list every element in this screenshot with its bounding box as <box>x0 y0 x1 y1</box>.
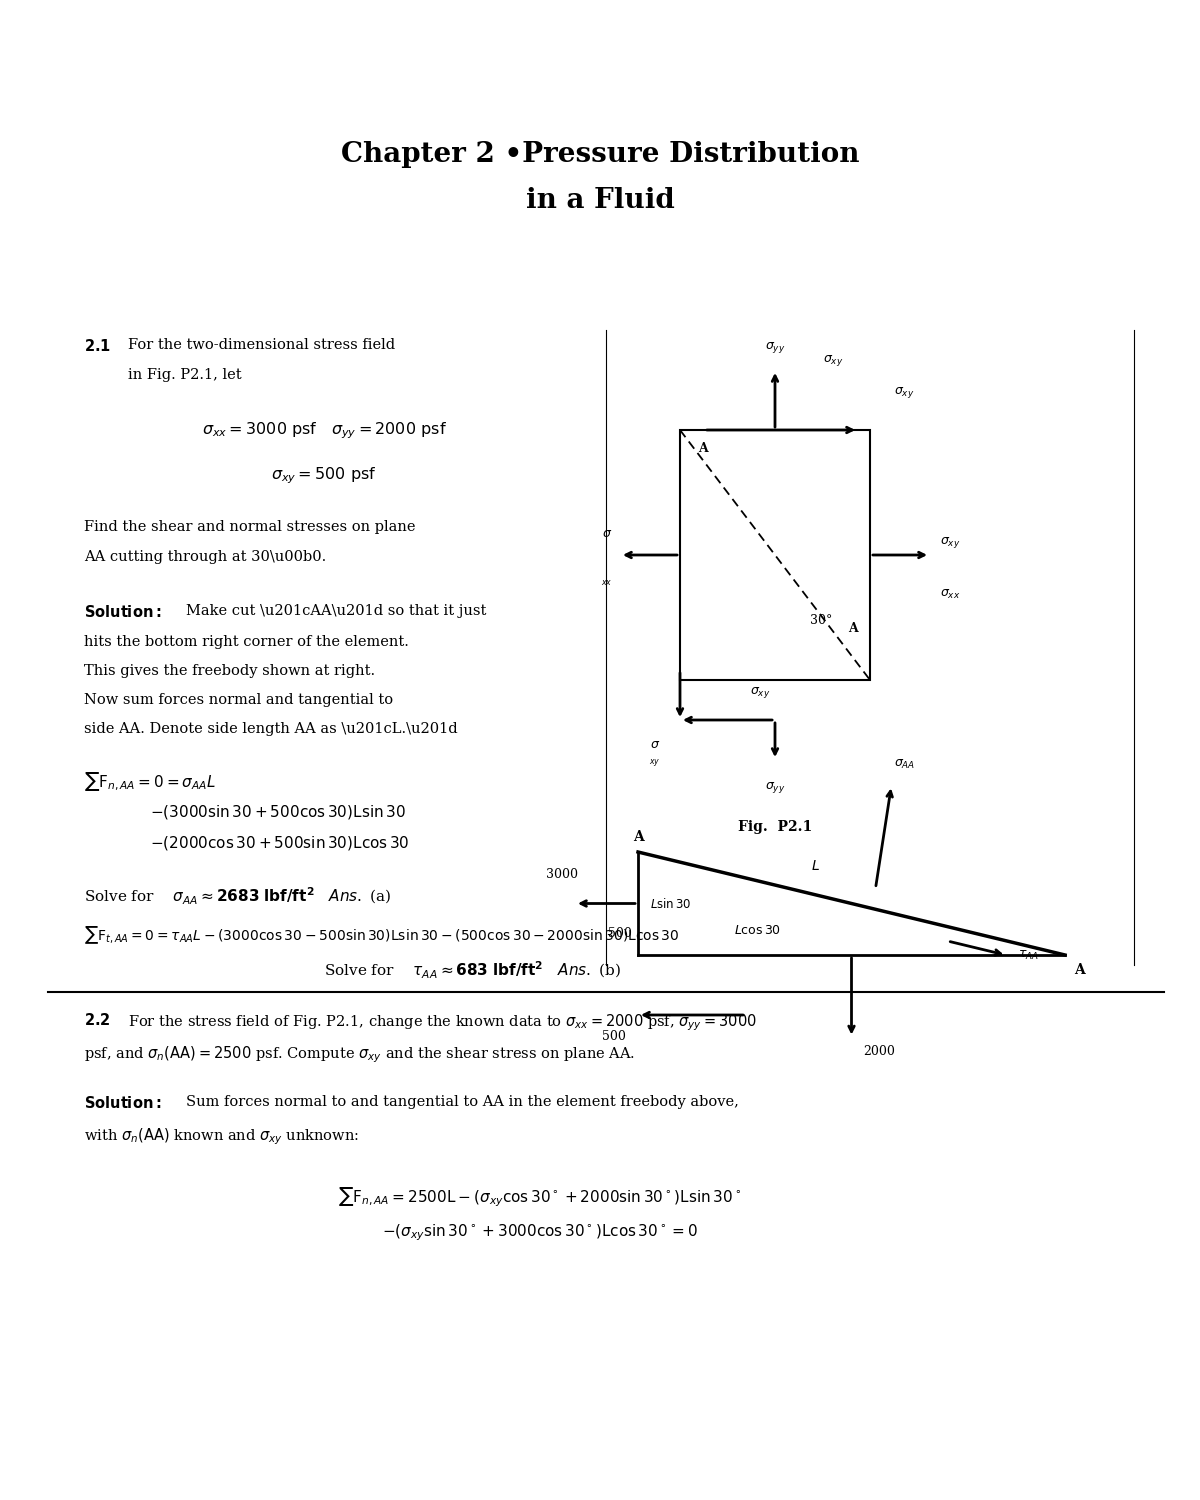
Text: 3000: 3000 <box>546 868 578 880</box>
Text: Sum forces normal to and tangential to AA in the element freebody above,: Sum forces normal to and tangential to A… <box>186 1095 739 1108</box>
Text: Make cut \u201cAA\u201d so that it just: Make cut \u201cAA\u201d so that it just <box>186 604 486 618</box>
Text: $\mathbf{Solution:}$: $\mathbf{Solution:}$ <box>84 604 162 619</box>
Text: $\sigma_{xy}$: $\sigma_{xy}$ <box>894 384 914 399</box>
Text: 2000: 2000 <box>864 1046 895 1058</box>
Text: $-(2000\cos 30 + 500\sin 30)\mathrm{L}\cos 30$: $-(2000\cos 30 + 500\sin 30)\mathrm{L}\c… <box>150 834 409 852</box>
Text: Find the shear and normal stresses on plane: Find the shear and normal stresses on pl… <box>84 520 415 534</box>
Text: $\mathbf{Solution:}$: $\mathbf{Solution:}$ <box>84 1095 162 1112</box>
Text: $-(\sigma_{xy}\sin 30^\circ + 3000\cos 30^\circ)\mathrm{L}\cos 30^\circ = 0$: $-(\sigma_{xy}\sin 30^\circ + 3000\cos 3… <box>382 1222 698 1242</box>
Text: A: A <box>632 831 643 844</box>
Text: Now sum forces normal and tangential to: Now sum forces normal and tangential to <box>84 693 394 706</box>
Text: Fig.  P2.1: Fig. P2.1 <box>738 821 812 834</box>
Text: $-(3000\sin 30 + 500\cos 30)\mathrm{L}\sin 30$: $-(3000\sin 30 + 500\cos 30)\mathrm{L}\s… <box>150 802 406 820</box>
Text: Solve for $\quad \tau_{AA} \approx \mathbf{683\ lbf/ft^2} \quad \mathit{Ans}.$ (: Solve for $\quad \tau_{AA} \approx \math… <box>324 960 620 981</box>
Text: $\sigma_{xx}$: $\sigma_{xx}$ <box>940 588 960 602</box>
Text: Solve for $\quad \sigma_{AA} \approx \mathbf{2683\ lbf/ft^2} \quad \mathit{Ans}.: Solve for $\quad \sigma_{AA} \approx \ma… <box>84 886 391 908</box>
Text: in Fig. P2.1, let: in Fig. P2.1, let <box>128 368 242 382</box>
Text: $\sum\mathrm{F}_{n,AA} = 2500\mathrm{L} - (\sigma_{xy}\cos 30^\circ + 2000\sin 3: $\sum\mathrm{F}_{n,AA} = 2500\mathrm{L} … <box>338 1185 742 1209</box>
Bar <box>680 430 870 680</box>
Text: in a Fluid: in a Fluid <box>526 186 674 213</box>
Text: side AA. Denote side length AA as \u201cL.\u201d: side AA. Denote side length AA as \u201c… <box>84 722 457 736</box>
Text: For the two-dimensional stress field: For the two-dimensional stress field <box>128 338 396 352</box>
Text: with $\sigma_n(\mathrm{AA})$ known and $\sigma_{xy}$ unknown:: with $\sigma_n(\mathrm{AA})$ known and $… <box>84 1126 359 1146</box>
Text: $\sigma_{xx} = 3000\ \mathrm{psf} \quad \sigma_{yy} = 2000\ \mathrm{psf}$: $\sigma_{xx} = 3000\ \mathrm{psf} \quad … <box>202 420 446 441</box>
Text: A: A <box>1075 963 1085 976</box>
Text: $_{xy}$: $_{xy}$ <box>648 758 660 771</box>
Text: A: A <box>848 622 858 634</box>
Text: $\sum\mathrm{F}_{n,AA} = 0 = \sigma_{AA} L$: $\sum\mathrm{F}_{n,AA} = 0 = \sigma_{AA}… <box>84 770 216 794</box>
Text: hits the bottom right corner of the element.: hits the bottom right corner of the elem… <box>84 634 409 650</box>
Text: $L\cos 30$: $L\cos 30$ <box>734 924 781 938</box>
Text: $\sigma$: $\sigma$ <box>601 526 612 540</box>
Text: $\sigma$: $\sigma$ <box>649 738 660 752</box>
Text: Chapter 2 •Pressure Distribution: Chapter 2 •Pressure Distribution <box>341 141 859 168</box>
Text: $\mathbf{2.2}$: $\mathbf{2.2}$ <box>84 1013 110 1028</box>
Text: $\sigma_{yy}$: $\sigma_{yy}$ <box>764 340 785 356</box>
Text: 500: 500 <box>602 1030 626 1042</box>
Text: $L$: $L$ <box>811 859 820 873</box>
Text: $\sigma_{yy}$: $\sigma_{yy}$ <box>764 780 785 795</box>
Text: $\mathbf{2.1}$: $\mathbf{2.1}$ <box>84 338 110 354</box>
Text: This gives the freebody shown at right.: This gives the freebody shown at right. <box>84 664 376 678</box>
Text: 30°: 30° <box>810 614 833 627</box>
Text: $\sigma_{xy}$: $\sigma_{xy}$ <box>750 686 770 700</box>
Text: $_{xx}$: $_{xx}$ <box>600 578 612 588</box>
Text: AA cutting through at 30\u00b0.: AA cutting through at 30\u00b0. <box>84 550 326 564</box>
Text: $\sigma_{xy}$: $\sigma_{xy}$ <box>940 536 960 550</box>
Text: $\tau_{AA}$: $\tau_{AA}$ <box>1019 948 1039 962</box>
Text: $\sigma_{xy}$: $\sigma_{xy}$ <box>823 352 844 368</box>
Text: $\sigma_{AA}$: $\sigma_{AA}$ <box>894 758 914 771</box>
Text: $\sum\mathrm{F}_{t,AA} = 0 = \tau_{AA} L - (3000\cos 30 - 500\sin 30)\mathrm{L}\: $\sum\mathrm{F}_{t,AA} = 0 = \tau_{AA} L… <box>84 924 679 945</box>
Text: $\sigma_{xy} = 500\ \mathrm{psf}$: $\sigma_{xy} = 500\ \mathrm{psf}$ <box>271 465 377 486</box>
Text: A: A <box>698 442 708 454</box>
Text: For the stress field of Fig. P2.1, change the known data to $\sigma_{xx} = 2000$: For the stress field of Fig. P2.1, chang… <box>128 1013 757 1032</box>
Text: $L\sin 30$: $L\sin 30$ <box>650 897 691 910</box>
Text: 500: 500 <box>608 927 632 940</box>
Text: psf, and $\sigma_n(\mathrm{AA}) = 2500$ psf. Compute $\sigma_{xy}$ and the shear: psf, and $\sigma_n(\mathrm{AA}) = 2500$ … <box>84 1044 635 1065</box>
